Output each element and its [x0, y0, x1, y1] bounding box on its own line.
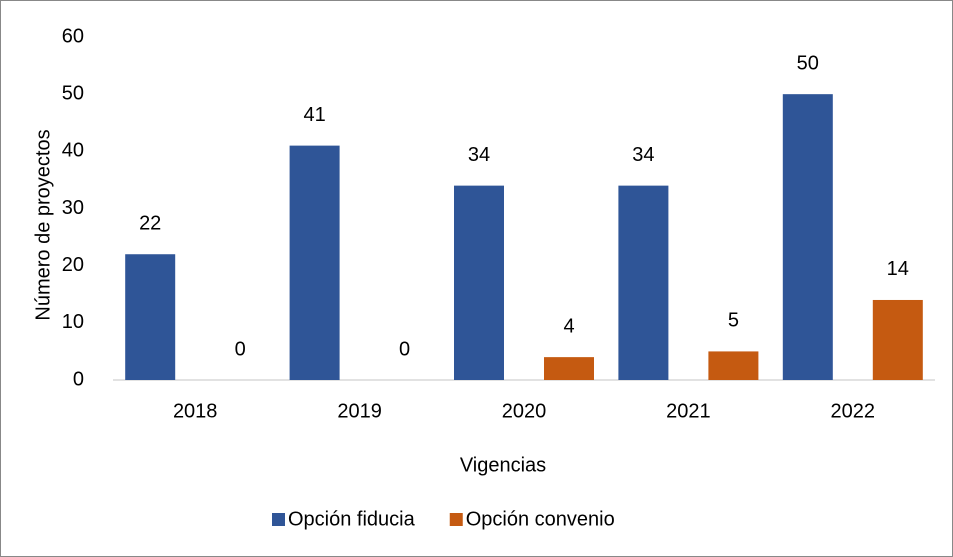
x-tick-label: 2020	[502, 400, 547, 422]
data-label: 14	[887, 258, 909, 280]
data-label: 0	[235, 338, 246, 360]
y-tick-label: 10	[62, 311, 84, 333]
bar	[289, 145, 340, 380]
data-label: 4	[563, 315, 574, 337]
bar	[708, 351, 759, 380]
data-label: 0	[399, 338, 410, 360]
bar	[618, 185, 669, 380]
x-tick-label: 2019	[337, 400, 382, 422]
data-label: 34	[632, 144, 654, 166]
bar	[544, 357, 594, 380]
data-label: 41	[303, 104, 325, 126]
x-tick-label: 2021	[666, 400, 711, 422]
x-axis-title: Vigencias	[460, 454, 546, 476]
bar	[454, 185, 504, 380]
y-tick-label: 20	[62, 254, 84, 276]
legend-swatch	[272, 513, 285, 526]
bar	[782, 94, 833, 381]
y-tick-label: 0	[73, 368, 84, 390]
x-tick-label: 2018	[173, 400, 218, 422]
bar	[872, 299, 923, 380]
legend-label: Opción fiducia	[288, 508, 416, 530]
data-label: 22	[139, 213, 161, 235]
data-label: 5	[728, 310, 739, 332]
data-label: 50	[797, 52, 819, 74]
data-label: 34	[468, 144, 490, 166]
bar	[125, 254, 176, 380]
y-tick-label: 60	[62, 25, 84, 47]
y-tick-label: 50	[62, 82, 84, 104]
y-tick-label: 40	[62, 140, 84, 162]
legend-swatch	[449, 513, 463, 526]
legend-label: Opción convenio	[466, 508, 615, 530]
y-axis-title: Número de proyectos	[32, 129, 54, 320]
x-tick-label: 2022	[831, 400, 876, 422]
y-tick-label: 30	[62, 197, 84, 219]
